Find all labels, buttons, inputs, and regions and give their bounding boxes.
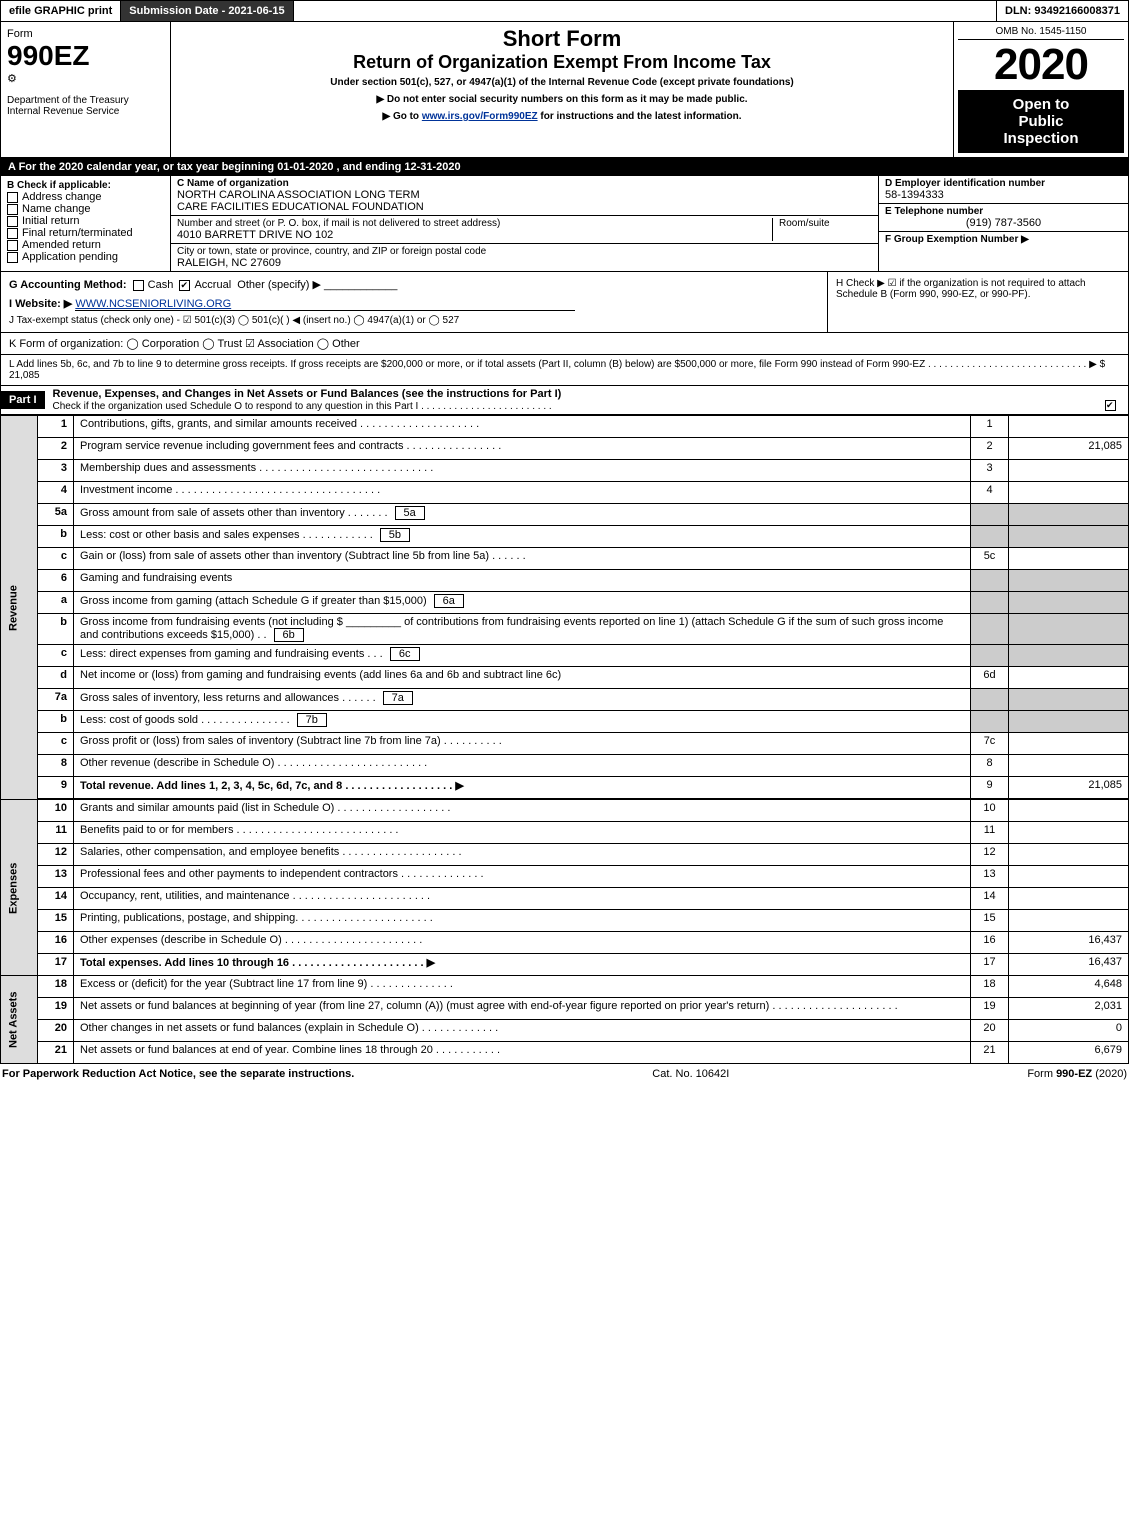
irs-label: Internal Revenue Service — [7, 106, 164, 117]
box-d: D Employer identification number 58-1394… — [879, 176, 1128, 204]
expenses-label: Expenses — [1, 800, 38, 976]
omb-label: OMB No. 1545-1150 — [958, 26, 1124, 40]
line-19-amt: 2,031 — [1009, 998, 1129, 1020]
box-i: I Website: ▶ WWW.NCSENIORLIVING.ORG — [9, 297, 819, 311]
chk-name-change[interactable]: Name change — [7, 203, 164, 215]
box-k: K Form of organization: ◯ Corporation ◯ … — [0, 333, 1129, 355]
part1-schedo-note: Check if the organization used Schedule … — [53, 401, 552, 412]
form-header: Form 990EZ ⚙ Department of the Treasury … — [0, 22, 1129, 158]
box-j: J Tax-exempt status (check only one) - ☑… — [9, 315, 819, 326]
chk-final-return[interactable]: Final return/terminated — [7, 227, 164, 239]
subtitle: Under section 501(c), 527, or 4947(a)(1)… — [179, 77, 945, 88]
part1-label: Part I — [1, 391, 45, 409]
dln-label: DLN: 93492166008371 — [997, 1, 1128, 21]
header-left: Form 990EZ ⚙ Department of the Treasury … — [1, 22, 171, 157]
city-cell: City or town, state or province, country… — [171, 244, 878, 271]
irs-link[interactable]: www.irs.gov/Form990EZ — [422, 111, 538, 122]
org-info-section: B Check if applicable: Address change Na… — [0, 176, 1129, 272]
chk-initial-return[interactable]: Initial return — [7, 215, 164, 227]
efile-print-label: efile GRAPHIC print — [1, 1, 121, 21]
tax-year-bar: A For the 2020 calendar year, or tax yea… — [0, 158, 1129, 176]
box-b: B Check if applicable: Address change Na… — [1, 176, 171, 271]
box-f: F Group Exemption Number ▶ — [879, 232, 1128, 247]
topbar: efile GRAPHIC print Submission Date - 20… — [0, 0, 1129, 22]
box-h: H Check ▶ ☑ if the organization is not r… — [828, 272, 1128, 332]
box-g: G Accounting Method: Cash Accrual Other … — [1, 272, 828, 332]
footer-mid: Cat. No. 10642I — [652, 1068, 729, 1080]
website-link[interactable]: WWW.NCSENIORLIVING.ORG — [75, 298, 231, 310]
line-21-amt: 6,679 — [1009, 1042, 1129, 1064]
org-name-cell: C Name of organization NORTH CAROLINA AS… — [171, 176, 878, 216]
line-18-amt: 4,648 — [1009, 976, 1129, 998]
footer-right: Form 990-EZ (2020) — [1027, 1068, 1127, 1080]
title-return: Return of Organization Exempt From Incom… — [179, 52, 945, 73]
line-1-box: 1 — [971, 416, 1009, 438]
form-number: 990EZ — [7, 40, 164, 72]
chk-application-pending[interactable]: Application pending — [7, 251, 164, 263]
form-word: Form — [7, 28, 164, 40]
footer-left: For Paperwork Reduction Act Notice, see … — [2, 1068, 354, 1080]
box-l: L Add lines 5b, 6c, and 7b to line 9 to … — [0, 355, 1129, 386]
tax-year: 2020 — [958, 40, 1124, 90]
finance-table: Revenue 1 Contributions, gifts, grants, … — [0, 415, 1129, 1064]
line-9-amt: 21,085 — [1009, 777, 1129, 799]
line-1-num: 1 — [38, 416, 74, 438]
topbar-spacer — [294, 1, 997, 21]
revenue-label: Revenue — [1, 416, 38, 800]
box-e: E Telephone number (919) 787-3560 — [879, 204, 1128, 232]
part1-header-row: Part I Revenue, Expenses, and Changes in… — [0, 386, 1129, 415]
header-right: OMB No. 1545-1150 2020 Open toPublicInsp… — [953, 22, 1128, 157]
line-1-amt — [1009, 416, 1129, 438]
box-c: C Name of organization NORTH CAROLINA AS… — [171, 176, 878, 271]
line-17-amt: 16,437 — [1009, 954, 1129, 976]
title-short-form: Short Form — [179, 26, 945, 52]
netassets-label: Net Assets — [1, 976, 38, 1064]
line-1-text: Contributions, gifts, grants, and simila… — [74, 416, 971, 438]
ssn-note: ▶ Do not enter social security numbers o… — [179, 94, 945, 105]
dept-label: Department of the Treasury — [7, 95, 164, 106]
goto-note: ▶ Go to www.irs.gov/Form990EZ for instru… — [179, 111, 945, 122]
page-footer: For Paperwork Reduction Act Notice, see … — [0, 1064, 1129, 1084]
seal-icon: ⚙ — [7, 72, 164, 85]
open-to-public: Open toPublicInspection — [958, 90, 1124, 153]
box-def: D Employer identification number 58-1394… — [878, 176, 1128, 271]
line-20-amt: 0 — [1009, 1020, 1129, 1042]
chk-cash[interactable] — [133, 280, 144, 291]
header-mid: Short Form Return of Organization Exempt… — [171, 22, 953, 157]
chk-accrual[interactable] — [179, 280, 190, 291]
chk-amended-return[interactable]: Amended return — [7, 239, 164, 251]
box-b-header: B Check if applicable: — [7, 180, 164, 191]
section-gh: G Accounting Method: Cash Accrual Other … — [0, 272, 1129, 333]
line-2-amt: 21,085 — [1009, 438, 1129, 460]
chk-address-change[interactable]: Address change — [7, 191, 164, 203]
street-cell: Number and street (or P. O. box, if mail… — [171, 216, 878, 244]
part1-title: Revenue, Expenses, and Changes in Net As… — [53, 388, 562, 400]
submission-date-button[interactable]: Submission Date - 2021-06-15 — [121, 1, 293, 21]
chk-schedule-o[interactable] — [1105, 400, 1116, 411]
line-16-amt: 16,437 — [1009, 932, 1129, 954]
